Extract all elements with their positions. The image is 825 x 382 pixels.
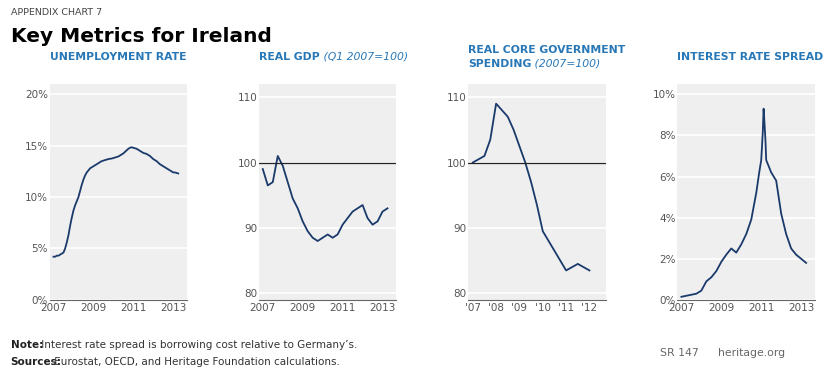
Text: Key Metrics for Ireland: Key Metrics for Ireland bbox=[11, 27, 271, 46]
Text: (Q1 2007=100): (Q1 2007=100) bbox=[319, 52, 408, 62]
Text: Sources:: Sources: bbox=[11, 357, 62, 367]
Text: SR 147: SR 147 bbox=[660, 348, 699, 358]
Text: APPENDIX CHART 7: APPENDIX CHART 7 bbox=[11, 8, 101, 18]
Text: REAL CORE GOVERNMENT: REAL CORE GOVERNMENT bbox=[468, 45, 625, 55]
Text: Interest rate spread is borrowing cost relative to Germany’s.: Interest rate spread is borrowing cost r… bbox=[38, 340, 357, 350]
Text: heritage.org: heritage.org bbox=[718, 348, 785, 358]
Text: INTEREST RATE SPREAD: INTEREST RATE SPREAD bbox=[677, 52, 823, 62]
Text: (2007=100): (2007=100) bbox=[531, 59, 601, 69]
Text: REAL GDP: REAL GDP bbox=[259, 52, 319, 62]
Text: UNEMPLOYMENT RATE: UNEMPLOYMENT RATE bbox=[50, 52, 186, 62]
Text: Note:: Note: bbox=[11, 340, 43, 350]
Text: Eurostat, OECD, and Heritage Foundation calculations.: Eurostat, OECD, and Heritage Foundation … bbox=[51, 357, 340, 367]
Text: SPENDING: SPENDING bbox=[468, 59, 531, 69]
